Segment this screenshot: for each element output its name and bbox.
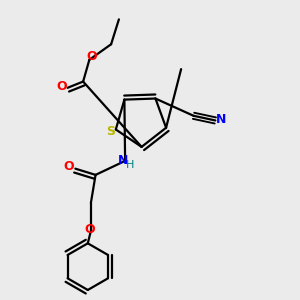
Text: N: N (117, 154, 128, 167)
Text: S: S (106, 125, 115, 139)
Text: O: O (86, 50, 97, 63)
Text: O: O (84, 223, 95, 236)
Text: O: O (56, 80, 67, 93)
Text: N: N (216, 113, 226, 126)
Text: O: O (63, 160, 74, 173)
Text: H: H (126, 160, 134, 170)
